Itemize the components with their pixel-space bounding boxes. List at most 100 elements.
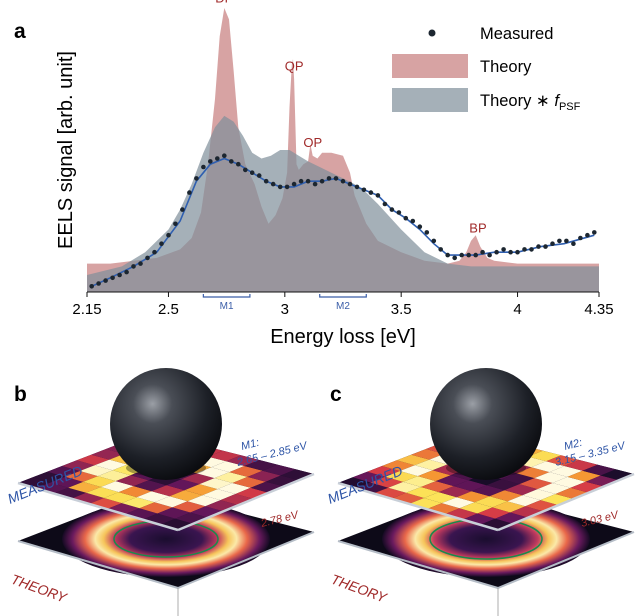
theory-label: THEORY xyxy=(9,571,70,606)
measured-point xyxy=(487,252,492,258)
legend-measured-label: Measured xyxy=(480,25,553,43)
heatmap-cell xyxy=(205,500,239,512)
heatmap-cell xyxy=(489,490,523,502)
measured-plane-edge xyxy=(177,472,315,532)
heatmap-cell xyxy=(438,486,472,498)
heatmap-cell xyxy=(94,459,128,471)
heatmap-cell xyxy=(115,475,149,487)
measured-point xyxy=(152,249,157,255)
measured-point xyxy=(494,249,499,255)
heatmap-cell xyxy=(555,487,589,499)
heatmap-cell xyxy=(456,491,490,503)
legend-psf-swatch xyxy=(392,88,468,112)
heatmap-cell xyxy=(247,470,281,482)
heatmap-cell xyxy=(47,466,80,477)
measured-point xyxy=(592,230,597,235)
heatmap-cell xyxy=(32,471,66,483)
measured-point xyxy=(585,232,590,238)
measured-point xyxy=(508,249,513,255)
heatmap-cell xyxy=(124,508,158,520)
heatmap-cell xyxy=(474,496,508,508)
measured-point xyxy=(543,244,548,249)
measured-point xyxy=(131,264,136,269)
measured-point xyxy=(459,252,465,258)
heatmap-cell xyxy=(217,483,251,494)
measured-point xyxy=(354,184,360,190)
heatmap-cell xyxy=(441,497,475,509)
heatmap-cell xyxy=(567,470,601,482)
heatmap-cell xyxy=(89,498,122,510)
heatmap-cell xyxy=(86,487,119,498)
heatmap-cell xyxy=(510,506,544,518)
measured-point xyxy=(557,238,562,244)
measured-point xyxy=(361,187,367,193)
heatmap-cell xyxy=(35,482,69,494)
measured-point xyxy=(249,170,255,175)
legend: Measured Theory Theory ∗ fPSF xyxy=(392,25,581,113)
peak-label: QP xyxy=(285,58,304,73)
measured-point xyxy=(138,261,143,266)
heatmap-cell xyxy=(280,469,314,481)
heatmap-cell xyxy=(525,500,559,512)
x-tick-label: 3.5 xyxy=(391,301,412,318)
heatmap-cell xyxy=(250,481,284,493)
heatmap-cell xyxy=(424,492,457,504)
heatmap-cell xyxy=(540,494,574,506)
heatmap-cell xyxy=(534,472,568,483)
x-axis-label: Energy loss [eV] xyxy=(270,326,416,348)
theory-ring xyxy=(382,501,590,577)
measured-point xyxy=(173,221,178,227)
measured-point xyxy=(117,272,122,278)
measured-point xyxy=(536,244,541,249)
heatmap-cell xyxy=(391,492,424,504)
measured-point xyxy=(473,252,479,258)
legend-measured-marker xyxy=(428,29,436,37)
heatmap-cell xyxy=(187,495,221,507)
energy-ranges: M1 M2 xyxy=(202,294,367,312)
heatmap-cell xyxy=(417,470,451,482)
measured-point xyxy=(431,238,437,244)
heatmap-cell xyxy=(367,466,400,477)
measured-point xyxy=(480,249,485,255)
measured-point xyxy=(417,224,423,229)
heatmap-cell xyxy=(202,489,236,501)
heatmap-cell xyxy=(71,492,104,504)
measured-point xyxy=(236,161,241,167)
heatmap-cell xyxy=(229,466,263,477)
x-tick-label: 3 xyxy=(281,301,289,318)
heatmap-cell xyxy=(373,487,407,499)
legend-psf-label: Theory ∗ fPSF xyxy=(480,92,581,113)
heatmap-cell xyxy=(338,477,371,489)
measured-point xyxy=(194,176,199,181)
measured-point xyxy=(368,190,374,195)
measured-point xyxy=(424,230,430,235)
measured-plane-edge xyxy=(17,481,179,532)
measured-point xyxy=(263,178,269,184)
heatmap-cell xyxy=(208,450,242,462)
heatmap-cell xyxy=(265,475,299,487)
heatmap-cell xyxy=(352,471,386,483)
measured-point xyxy=(515,249,520,255)
measured-point xyxy=(333,176,339,181)
heatmap-cell xyxy=(166,479,200,491)
heatmap-cell xyxy=(453,480,487,492)
heatmap-cell xyxy=(50,476,84,488)
measured-point xyxy=(110,275,115,281)
measured-points xyxy=(89,153,597,289)
heatmap-cell xyxy=(65,471,98,482)
map-label: M2: xyxy=(563,437,584,453)
measured-point xyxy=(403,215,409,221)
heatmap-cell xyxy=(385,471,418,482)
heatmap-cell xyxy=(552,476,586,488)
heatmap-cell xyxy=(211,461,245,473)
measured-point xyxy=(319,178,325,184)
peak-label: OP xyxy=(303,135,322,150)
measured-point xyxy=(256,173,262,178)
heatmap-cell xyxy=(97,470,131,482)
peak-label: BP xyxy=(469,220,486,235)
peak-labels: DP QP OP BP xyxy=(215,0,486,235)
measured-point xyxy=(529,247,534,252)
heatmap-cell xyxy=(154,496,188,508)
heatmap-cell xyxy=(522,489,556,501)
